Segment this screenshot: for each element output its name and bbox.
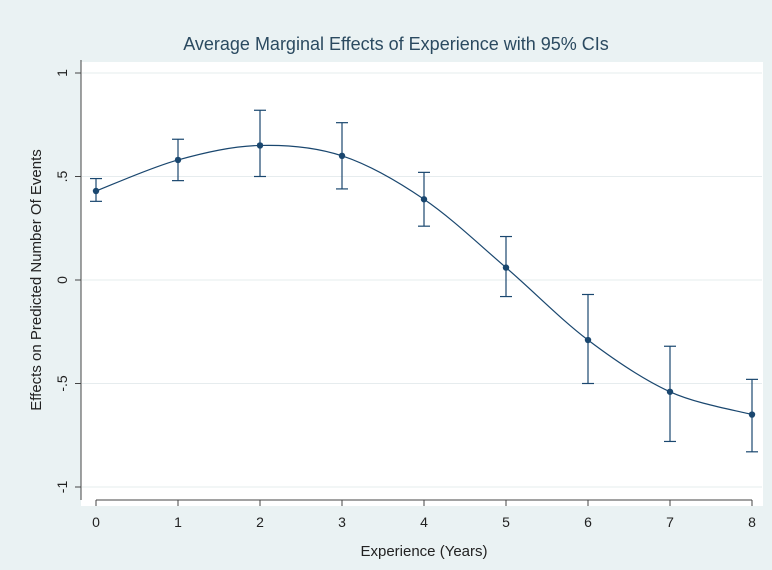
y-axis-title: Effects on Predicted Number Of Events (28, 149, 45, 411)
y-ticks: -1 -.5 0 .5 1 (54, 69, 81, 493)
data-point (256, 142, 264, 149)
data-point (174, 156, 182, 164)
data-point (666, 388, 674, 395)
grid-lines (82, 72, 762, 488)
data-point (502, 264, 510, 271)
data-points (92, 142, 756, 418)
x-tick-label: 1 (174, 514, 182, 530)
y-tick-label: -1 (54, 481, 70, 494)
x-tick-label: 0 (92, 514, 100, 530)
plot-area (81, 62, 763, 506)
y-tick-label: 1 (54, 69, 70, 77)
chart-title: Average Marginal Effects of Experience w… (183, 34, 609, 54)
y-tick-label: 0 (54, 276, 70, 284)
x-tick-label: 7 (666, 514, 674, 530)
x-tick-label: 6 (584, 514, 592, 530)
x-ticks: 0 1 2 3 4 5 6 7 8 (92, 500, 756, 530)
x-tick-label: 2 (256, 514, 264, 530)
x-tick-label: 5 (502, 514, 510, 530)
data-point (584, 336, 592, 344)
x-tick-label: 4 (420, 514, 428, 530)
data-point (420, 196, 428, 203)
x-axis-title: Experience (Years) (360, 543, 487, 560)
x-tick-label: 3 (338, 514, 346, 530)
data-point (338, 152, 346, 159)
x-tick-label: 8 (748, 514, 756, 530)
data-point (92, 187, 100, 195)
y-tick-label: -.5 (54, 375, 70, 392)
data-point (748, 411, 756, 418)
y-tick-label: .5 (54, 170, 70, 182)
